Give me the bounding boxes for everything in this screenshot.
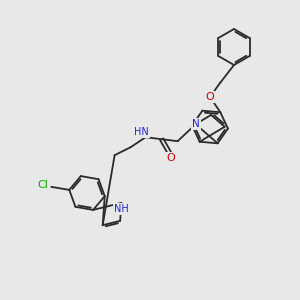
- Text: Cl: Cl: [38, 180, 49, 190]
- Text: O: O: [206, 92, 214, 102]
- Text: NH: NH: [114, 204, 129, 214]
- Text: N: N: [192, 119, 200, 129]
- Text: O: O: [166, 153, 175, 163]
- Text: HN: HN: [134, 127, 149, 137]
